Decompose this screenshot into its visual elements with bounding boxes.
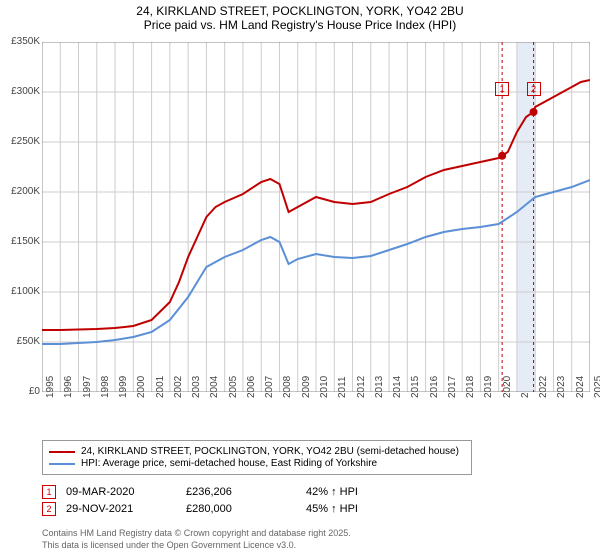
data-row-delta: 45% ↑ HPI <box>306 503 426 515</box>
chart-marker-2: 2 <box>527 82 541 96</box>
data-row-marker: 2 <box>42 502 56 516</box>
y-tick-label: £300K <box>0 86 40 97</box>
y-tick-label: £50K <box>0 336 40 347</box>
y-tick-label: £250K <box>0 136 40 147</box>
data-row-delta: 42% ↑ HPI <box>306 486 426 498</box>
data-row: 2 29-NOV-2021£280,00045% ↑ HPI <box>42 502 426 516</box>
data-row-date: 29-NOV-2021 <box>66 503 186 515</box>
data-row-date: 09-MAR-2020 <box>66 486 186 498</box>
y-tick-label: £150K <box>0 236 40 247</box>
data-row-price: £236,206 <box>186 486 306 498</box>
data-row-price: £280,000 <box>186 503 306 515</box>
y-tick-label: £100K <box>0 286 40 297</box>
data-row: 1 09-MAR-2020£236,20642% ↑ HPI <box>42 485 426 499</box>
footer-line-1: Contains HM Land Registry data © Crown c… <box>42 528 351 540</box>
data-point-table: 1 09-MAR-2020£236,20642% ↑ HPI 2 29-NOV-202… <box>42 482 426 519</box>
chart-subtitle: Price paid vs. HM Land Registry's House … <box>0 18 600 32</box>
chart-area: 12 <box>42 42 590 392</box>
footer-attribution: Contains HM Land Registry data © Crown c… <box>42 528 351 551</box>
legend-label: HPI: Average price, semi-detached house,… <box>81 458 377 469</box>
legend-item: 24, KIRKLAND STREET, POCKLINGTON, YORK, … <box>49 446 465 457</box>
x-tick-label: 2025 <box>593 376 600 398</box>
chart-marker-1: 1 <box>495 82 509 96</box>
data-row-marker: 1 <box>42 485 56 499</box>
legend-swatch <box>49 463 75 465</box>
legend-swatch <box>49 451 75 453</box>
y-tick-label: £200K <box>0 186 40 197</box>
chart-title: 24, KIRKLAND STREET, POCKLINGTON, YORK, … <box>0 0 600 18</box>
legend: 24, KIRKLAND STREET, POCKLINGTON, YORK, … <box>42 440 472 475</box>
y-tick-label: £0 <box>0 386 40 397</box>
footer-line-2: This data is licensed under the Open Gov… <box>42 540 351 552</box>
legend-item: HPI: Average price, semi-detached house,… <box>49 458 465 469</box>
y-tick-label: £350K <box>0 36 40 47</box>
legend-label: 24, KIRKLAND STREET, POCKLINGTON, YORK, … <box>81 446 459 457</box>
